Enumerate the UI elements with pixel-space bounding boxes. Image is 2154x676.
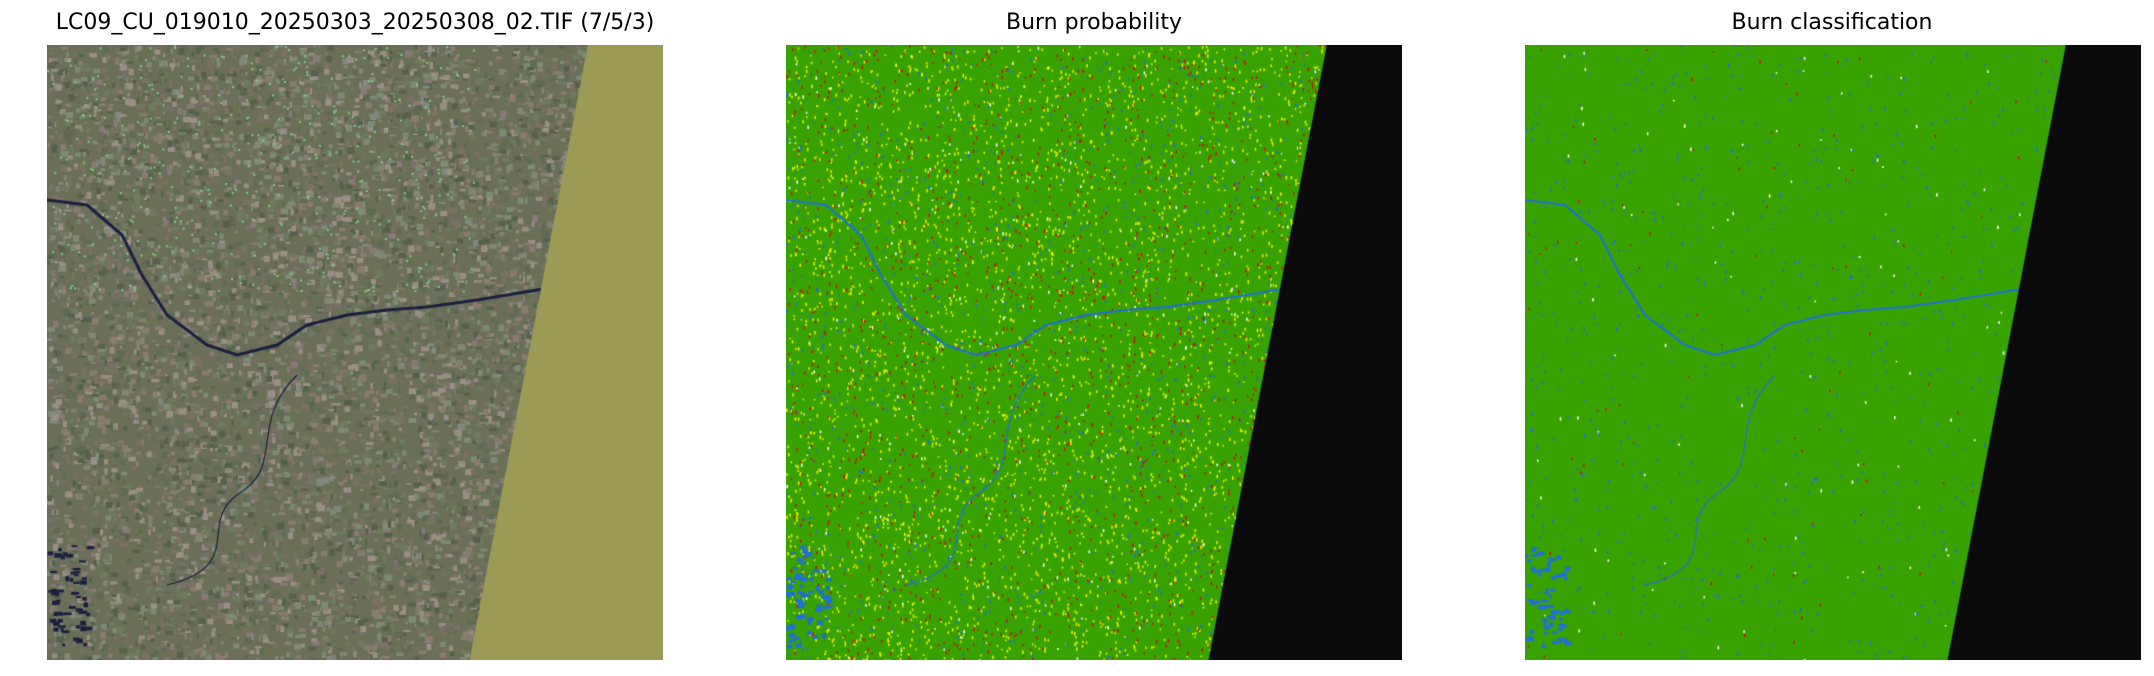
panel-3-title: Burn classification <box>1731 10 1933 35</box>
burn-probability-map <box>786 45 1402 660</box>
panel-2-title: Burn probability <box>1005 10 1182 35</box>
panel-1-title: LC09_CU_019010_20250303_20250308_02.TIF … <box>55 10 655 35</box>
burn-classification-map <box>1525 45 2141 660</box>
satellite-composite-image <box>47 45 663 660</box>
